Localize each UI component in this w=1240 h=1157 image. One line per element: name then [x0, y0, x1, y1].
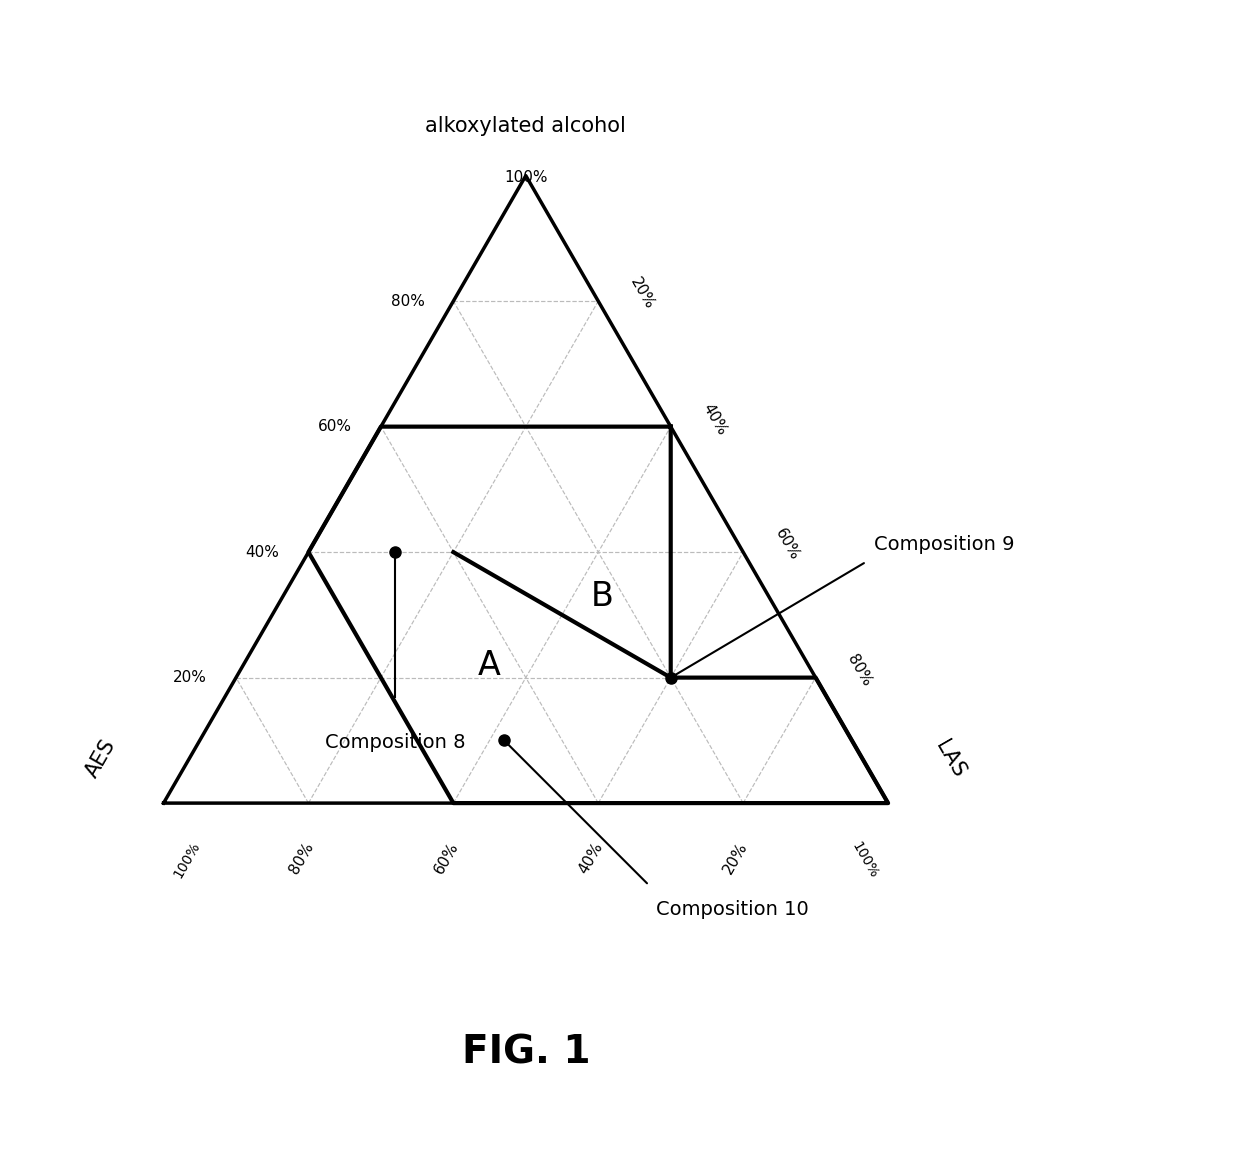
Text: 80%: 80% — [844, 651, 874, 688]
Text: Composition 9: Composition 9 — [873, 536, 1014, 554]
Text: 40%: 40% — [577, 839, 606, 876]
Text: 60%: 60% — [317, 419, 352, 434]
Text: 100%: 100% — [505, 170, 548, 185]
Text: FIG. 1: FIG. 1 — [461, 1033, 590, 1071]
Text: alkoxylated alcohol: alkoxylated alcohol — [425, 116, 626, 135]
Text: 40%: 40% — [699, 401, 729, 437]
Text: 80%: 80% — [391, 294, 424, 309]
Text: 20%: 20% — [174, 670, 207, 685]
Text: Composition 10: Composition 10 — [656, 900, 808, 919]
Text: 100%: 100% — [849, 839, 880, 880]
Text: 20%: 20% — [720, 839, 751, 876]
Text: AES: AES — [82, 736, 120, 781]
Text: B: B — [590, 580, 614, 612]
Text: 60%: 60% — [773, 526, 802, 563]
Text: Composition 8: Composition 8 — [325, 734, 466, 752]
Text: 20%: 20% — [627, 275, 657, 312]
Text: 60%: 60% — [432, 839, 461, 876]
Text: 40%: 40% — [246, 545, 279, 560]
Text: 100%: 100% — [171, 839, 202, 880]
Text: 80%: 80% — [286, 839, 316, 876]
Text: A: A — [479, 649, 501, 681]
Text: LAS: LAS — [931, 737, 968, 781]
